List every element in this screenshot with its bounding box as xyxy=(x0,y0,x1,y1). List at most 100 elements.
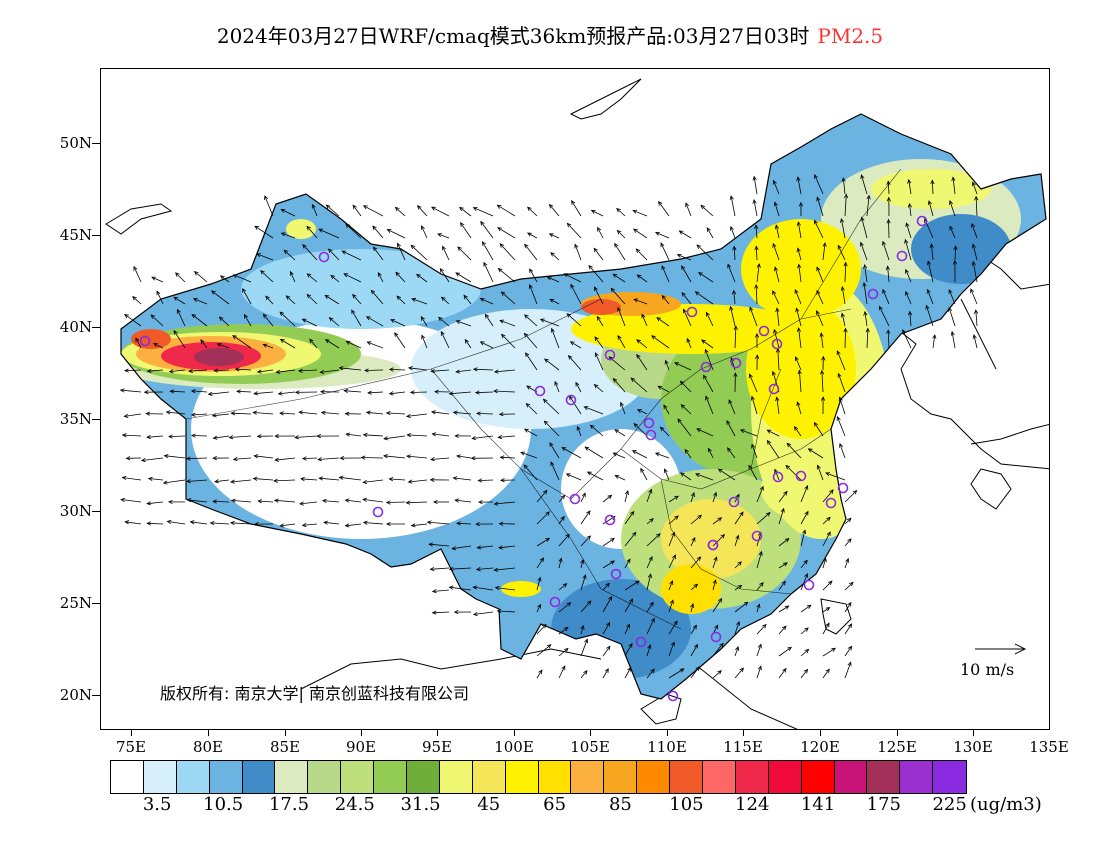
wind-arrow xyxy=(493,390,516,393)
wind-arrow-head xyxy=(145,411,151,416)
wind-arrow-head xyxy=(859,241,864,247)
wind-arrow-head xyxy=(319,369,325,374)
wind-arrow xyxy=(633,423,648,437)
wind-arrow xyxy=(437,233,450,239)
wind-arrow-head xyxy=(626,558,631,564)
wind-arrow xyxy=(551,328,560,349)
wind-arrow-head xyxy=(837,372,842,378)
wind-arrow xyxy=(844,490,857,503)
wind-arrow xyxy=(274,499,296,503)
wind-arrow-head xyxy=(479,298,485,302)
wind-arrow xyxy=(680,404,692,415)
wind-arrow-head xyxy=(970,288,975,294)
wind-arrow-head xyxy=(324,294,330,300)
wind-arrow xyxy=(524,428,538,437)
wind-arrow xyxy=(695,473,714,481)
wind-arrow-head xyxy=(752,198,757,204)
wind-arrow-head xyxy=(366,341,372,346)
wind-arrow xyxy=(656,317,670,327)
wind-arrow xyxy=(473,586,494,591)
wind-arrow-head xyxy=(802,529,807,535)
wind-arrow xyxy=(290,271,296,283)
wind-arrow-head xyxy=(306,273,312,278)
wind-arrow xyxy=(614,243,626,261)
wind-arrow-head xyxy=(814,219,818,225)
wind-arrow xyxy=(822,623,830,635)
wind-arrow-head xyxy=(429,566,435,572)
wind-arrow-head xyxy=(301,522,307,528)
wind-arrow-head xyxy=(612,452,618,457)
wind-arrow-head xyxy=(650,617,655,623)
wind-arrow xyxy=(751,444,758,459)
wind-arrow-head xyxy=(610,287,615,293)
wind-arrow xyxy=(543,399,560,415)
wind-arrow xyxy=(236,390,252,393)
wind-arrow xyxy=(655,452,670,459)
wind-arrow xyxy=(442,246,450,261)
wind-arrow-head xyxy=(571,199,576,205)
wind-arrow xyxy=(630,377,648,393)
wind-arrow xyxy=(536,577,541,591)
station-marker xyxy=(758,325,770,337)
wind-arrow xyxy=(536,490,548,503)
wind-arrow-head xyxy=(606,621,611,627)
wind-arrow-head xyxy=(782,625,787,631)
wind-arrow xyxy=(882,289,890,305)
wind-arrow xyxy=(211,290,230,305)
wind-arrow xyxy=(124,369,142,372)
wind-arrow-head xyxy=(496,609,502,614)
wind-arrow xyxy=(748,465,758,481)
wind-arrow xyxy=(796,308,802,327)
wind-arrow xyxy=(822,517,831,525)
map-panel[interactable] xyxy=(100,68,1050,730)
wind-arrow-head xyxy=(146,501,152,506)
wind-arrow-head xyxy=(904,238,909,244)
station-marker xyxy=(916,215,928,227)
wind-arrow xyxy=(633,298,648,305)
wind-arrow-head xyxy=(729,195,734,200)
wind-arrow-head xyxy=(550,252,555,257)
wind-arrow-head xyxy=(650,668,655,674)
wind-arrow xyxy=(536,644,552,657)
wind-arrow xyxy=(558,602,571,613)
wind-arrow-head xyxy=(584,638,588,644)
wind-arrow xyxy=(498,545,516,549)
wind-arrow xyxy=(646,489,652,503)
wind-arrow-head xyxy=(523,464,528,469)
wind-arrow-head xyxy=(498,521,504,526)
wind-arrow xyxy=(799,370,802,393)
wind-arrow xyxy=(774,202,780,217)
wind-arrow-head xyxy=(300,476,305,482)
wind-arrow-head xyxy=(766,439,772,445)
wind-arrow xyxy=(278,391,296,395)
wind-arrow xyxy=(948,307,956,327)
wind-arrow xyxy=(928,200,934,217)
wind-arrow-head xyxy=(786,442,792,448)
wind-arrow-head xyxy=(119,388,125,393)
wind-arrow xyxy=(646,533,661,547)
wind-arrow xyxy=(343,273,362,283)
wind-arrow xyxy=(151,276,164,283)
wind-arrow xyxy=(427,521,450,525)
wind-arrow-head xyxy=(654,452,660,457)
wind-arrow xyxy=(822,489,834,503)
wind-arrow-head xyxy=(455,320,461,325)
wind-arrow-head xyxy=(545,511,550,516)
wind-arrow xyxy=(861,217,868,239)
wind-arrow xyxy=(574,244,582,261)
wind-arrow-head xyxy=(706,311,710,317)
wind-arrow xyxy=(951,331,956,349)
wind-arrow-head xyxy=(409,390,415,395)
lat-tick xyxy=(92,511,100,512)
wind-arrow xyxy=(887,330,890,349)
wind-arrow xyxy=(254,455,274,459)
wind-arrow xyxy=(233,457,252,460)
wind-arrow-head xyxy=(372,246,378,252)
wind-arrow xyxy=(456,369,472,373)
colorbar-swatch xyxy=(505,761,539,793)
wind-arrow xyxy=(524,314,538,327)
wind-arrow xyxy=(615,475,626,481)
wind-arrow-head xyxy=(825,472,831,477)
wind-arrow-head xyxy=(825,606,831,612)
wind-arrow-head xyxy=(264,195,268,201)
